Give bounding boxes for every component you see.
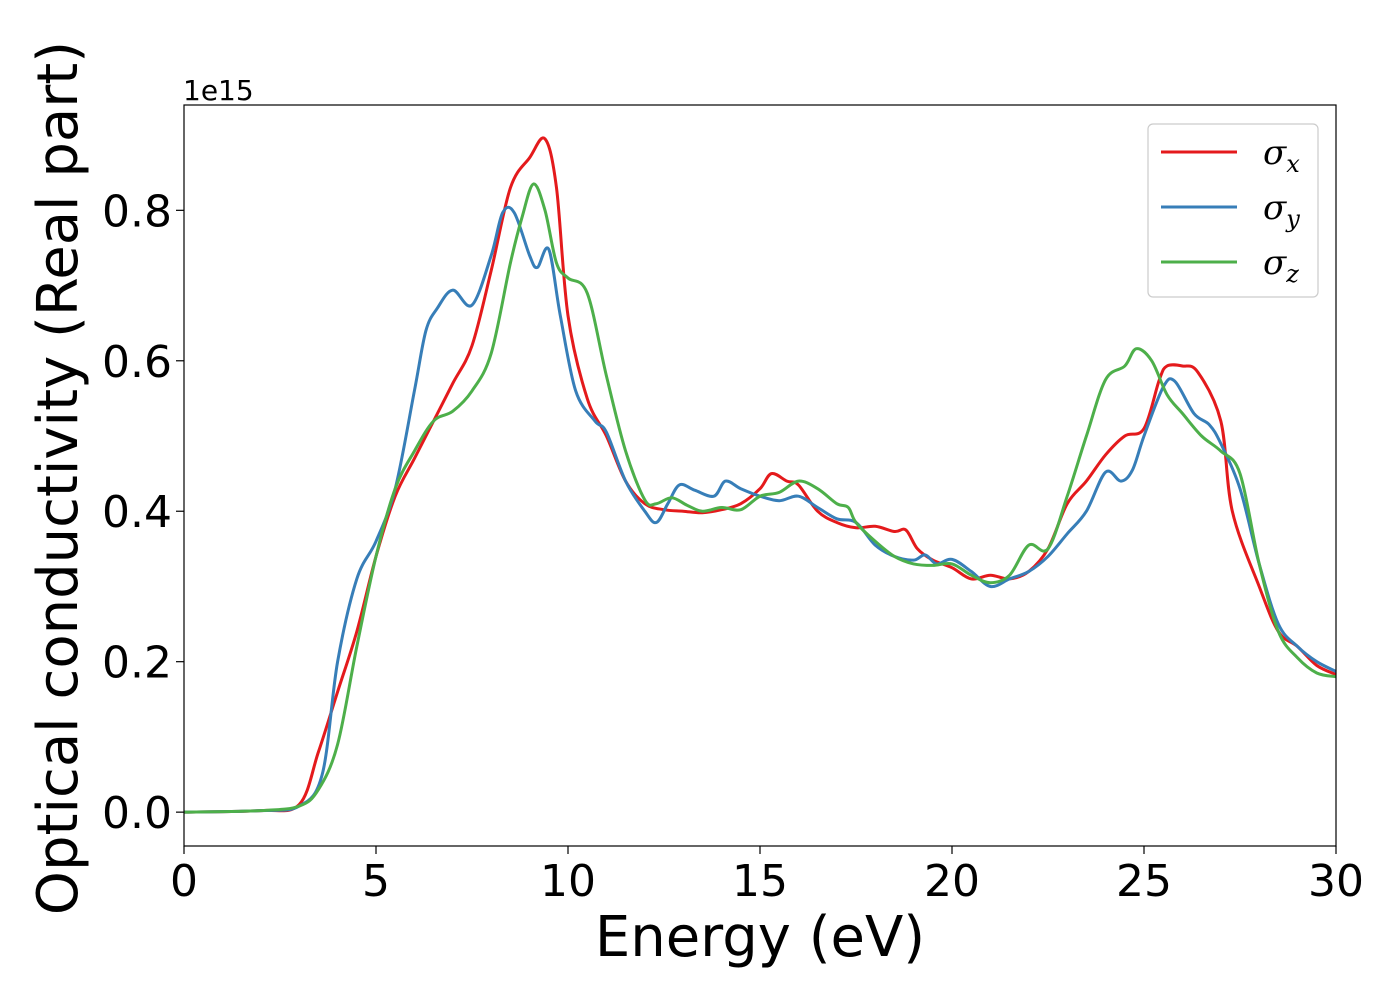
x-tick-label: 5 [362,856,390,907]
x-axis-title: Energy (eV) [595,905,925,970]
x-tick-label: 15 [732,856,788,907]
y-axis-title: Optical conductivity (Real part) [26,41,91,915]
plot-frame [183,104,1337,847]
y-axis-ticks: 0.0 0.2 0.4 0.6 0.8 [102,186,184,839]
series-line-z [183,182,1337,814]
y-tick-label: 0.0 [102,788,172,839]
y-tick-label: 0.2 [102,638,172,689]
legend-label-z: σz [1263,243,1299,288]
legend-frame [1147,123,1319,298]
y-tick-label: 0.6 [102,337,172,388]
x-tick-label: 0 [170,856,198,907]
x-axis-ticks: 0 5 10 15 20 25 30 [170,846,1364,907]
legend-label-x: σx [1263,133,1300,178]
y-tick-label: 0.8 [102,186,172,237]
legend-label-y: σy [1263,188,1300,233]
plot-area [184,105,1336,846]
x-tick-label: 30 [1308,856,1364,907]
series-lines [183,136,1337,814]
x-tick-label: 25 [1116,856,1172,907]
y-axis-offset-label: 1e15 [183,74,254,107]
x-tick-label: 10 [540,856,596,907]
x-tick-label: 20 [924,856,980,907]
y-tick-label: 0.4 [102,487,172,538]
legend: σx σy σz [1147,123,1319,298]
